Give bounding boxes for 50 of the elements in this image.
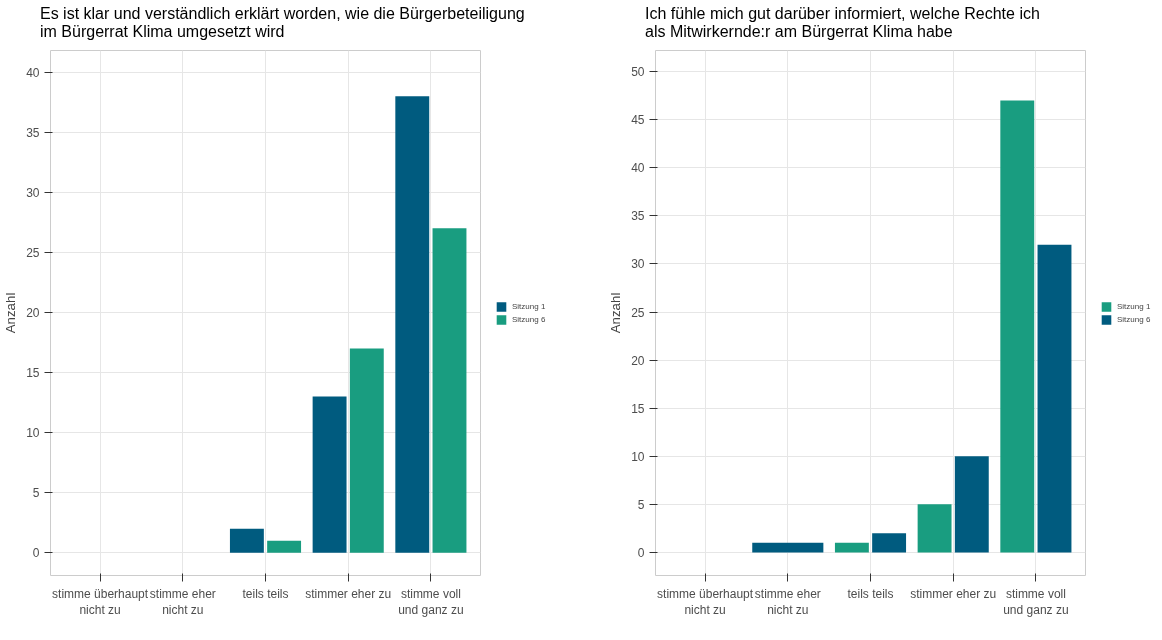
bar	[395, 96, 430, 553]
y-axis-title: Anzahl	[608, 292, 624, 334]
bar	[312, 396, 347, 553]
y-axis-title: Anzahl	[3, 292, 19, 334]
legend-label: Sitzung 1	[1117, 301, 1151, 311]
y-tick-label: 0	[637, 546, 645, 561]
x-tick-label: stimme überhaupt nicht zu	[657, 586, 754, 618]
y-tick-label: 25	[631, 305, 645, 320]
x-tick-label: stimme eher nicht zu	[149, 586, 216, 618]
y-tick-label: 10	[26, 426, 40, 441]
y-tick-label: 20	[631, 353, 645, 368]
x-tick-label: stimme voll und ganz zu	[1003, 586, 1069, 618]
x-tick-label: stimme überhaupt nicht zu	[52, 586, 149, 618]
y-tick-label: 35	[26, 125, 40, 140]
y-tick-label: 5	[637, 498, 645, 513]
x-tick-label: teils teils	[242, 586, 289, 601]
legend-label: Sitzung 6	[1117, 314, 1151, 324]
legend-label: Sitzung 6	[512, 314, 546, 324]
x-tick-label: stimme eher nicht zu	[754, 586, 821, 618]
x-tick-label: stimmer eher zu	[305, 586, 392, 601]
x-tick-label: teils teils	[847, 586, 894, 601]
bar	[834, 543, 869, 553]
y-tick-label: 5	[32, 486, 40, 501]
bar	[432, 228, 467, 553]
bar	[349, 348, 384, 553]
y-tick-label: 15	[26, 366, 40, 381]
y-tick-label: 10	[631, 449, 645, 464]
bar	[267, 540, 302, 553]
y-tick-label: 35	[631, 209, 645, 224]
y-tick-label: 20	[26, 306, 40, 321]
y-tick-label: 50	[631, 65, 645, 80]
chart-title: Ich fühle mich gut darüber informiert, welche Rechte ich als Mitwirkernde:r am Bürgerrat Klima habe	[645, 5, 1040, 41]
y-tick-label: 45	[631, 113, 645, 128]
x-tick-label: stimme voll und ganz zu	[398, 586, 464, 618]
y-tick-label: 15	[631, 401, 645, 416]
y-tick-label: 0	[32, 546, 40, 561]
bar	[1037, 244, 1072, 553]
bar	[917, 504, 952, 553]
bar	[872, 533, 907, 553]
y-tick-label: 40	[631, 161, 645, 176]
y-tick-label: 30	[631, 257, 645, 272]
bar	[1000, 100, 1035, 553]
y-tick-label: 30	[26, 185, 40, 200]
bar	[954, 456, 989, 553]
y-tick-label: 40	[26, 65, 40, 80]
chart-title: Es ist klar und verständlich erklärt worden, wie die Bürgerbeteiligung im Bürgerrat Klima umgesetzt wird	[40, 5, 525, 41]
x-tick-label: stimmer eher zu	[910, 586, 997, 601]
y-tick-label: 25	[26, 246, 40, 261]
bar	[229, 528, 264, 553]
legend-label: Sitzung 1	[512, 301, 546, 311]
